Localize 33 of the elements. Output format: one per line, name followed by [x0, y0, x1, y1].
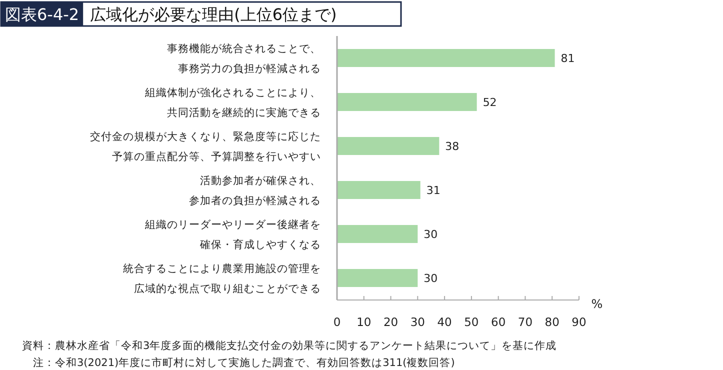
data-label: 52 [482, 96, 497, 109]
bar [337, 225, 418, 243]
text: 注：令和3(2021)年度に市町村に対して実施した調査で、有効回答数は311(複数回答) [22, 356, 455, 369]
x-axis-title: % [591, 297, 603, 311]
bar [337, 181, 420, 199]
bar [337, 269, 418, 287]
text: 資料：農林水産省「令和3年度多面的機能支払交付金の効果等に関するアンケート結果について」を基に作成 [22, 339, 557, 352]
x-tick-label: 70 [518, 315, 533, 329]
x-tick-label: 50 [464, 315, 479, 329]
chart-subtitle: 広域化が必要な理由(上位6位まで) [90, 5, 337, 24]
y-tick-label: 活動参加者が確保され、参加者の負担が軽減される [189, 174, 321, 207]
x-tick-label: 20 [383, 315, 398, 329]
x-tick-label: 80 [544, 315, 560, 329]
data-label: 81 [560, 52, 575, 65]
y-tick-label: 交付金の規模が大きくなり、緊急度等に応じた予算の重点配分等、予算調整を行いやすい [90, 130, 321, 163]
text: 図表6-4-2 [5, 5, 80, 24]
bar [337, 49, 555, 67]
data-label: 30 [424, 272, 438, 285]
data-label: 38 [445, 140, 460, 153]
x-tick-label: 30 [410, 315, 425, 329]
y-tick-label: 事務機能が統合されることで、事務労力の負担が軽減される [167, 42, 321, 75]
x-tick-label: 90 [572, 315, 586, 329]
y-tick-label: 組織体制が強化されることにより、共同活動を継続的に実施できる [144, 86, 321, 119]
bar [337, 93, 477, 111]
bar [337, 137, 440, 155]
x-tick-label: 60 [491, 315, 506, 329]
data-label: 31 [426, 184, 440, 197]
x-tick-label: 10 [356, 315, 372, 329]
y-tick-label: 組織のリーダーやリーダー後継者を確保・育成しやすくなる [144, 218, 321, 251]
data-label: 30 [424, 228, 438, 241]
x-tick-label: 0 [333, 315, 341, 329]
x-tick-label: 40 [437, 315, 452, 329]
y-tick-label: 統合することにより農業用施設の管理を広域的な視点で取り組むことができる [123, 262, 321, 295]
